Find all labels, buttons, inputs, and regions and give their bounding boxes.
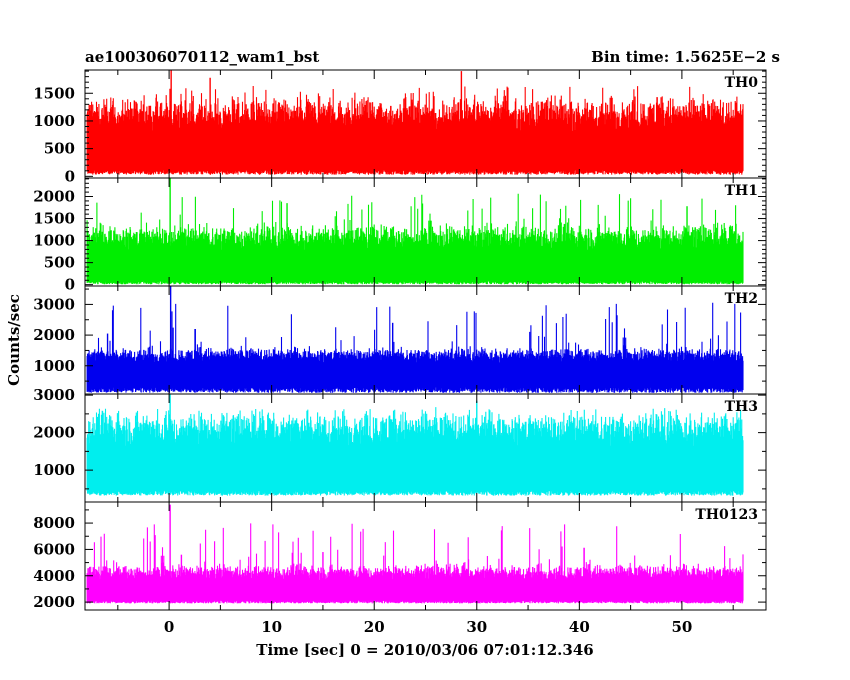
xtick-label: 30 [466,618,487,636]
series-th3 [86,407,744,496]
ytick-label-th1: 0 [65,276,75,294]
ytick-label-th1: 1500 [33,210,75,228]
xtick-label: 0 [164,618,174,636]
panel-label-th2: TH2 [725,291,758,307]
ytick-label-th1: 1000 [33,232,75,250]
ytick-label-th3: 2000 [33,424,75,442]
panel-label-th0: TH0 [725,75,759,91]
ytick-label-th0: 500 [44,140,75,158]
ytick-label-th1: 2000 [33,188,75,206]
panel-label-th3: TH3 [725,399,758,415]
chart-title: ae100306070112_wam1_bst [85,48,319,66]
x-axis-label: Time [sec] 0 = 2010/03/06 07:01:12.346 [256,641,593,659]
y-axis-label: Counts/sec [5,294,23,386]
ytick-label-th2: 2000 [33,326,75,344]
xtick-label: 20 [364,618,385,636]
ytick-label-th0: 0 [65,167,75,185]
ytick-label-th2: 3000 [33,295,75,313]
series-th2 [86,302,744,393]
series-th0 [86,86,744,175]
ytick-label-th2: 1000 [33,357,75,375]
xtick-label: 10 [261,618,282,636]
series-th0123 [86,523,744,604]
ytick-label-th0123: 8000 [33,514,75,532]
panel-label-th1: TH1 [725,183,758,199]
ytick-label-th0123: 6000 [33,540,75,558]
ytick-label-th0: 1000 [33,112,75,130]
ytick-label-th1: 500 [44,254,75,272]
series-th1 [86,193,744,285]
bin-time-label: Bin time: 1.5625E−2 s [591,48,780,66]
ytick-label-th3: 3000 [33,386,75,404]
xtick-label: 40 [569,618,590,636]
xtick-label: 50 [671,618,692,636]
panels-group: TH0050010001500TH10500100015002000TH2100… [33,69,767,636]
ytick-label-th0123: 4000 [33,567,75,585]
ytick-label-th0123: 2000 [33,593,75,611]
ytick-label-th0: 1500 [33,84,75,102]
panel-label-th0123: TH0123 [695,507,758,523]
ytick-label-th3: 1000 [33,461,75,479]
